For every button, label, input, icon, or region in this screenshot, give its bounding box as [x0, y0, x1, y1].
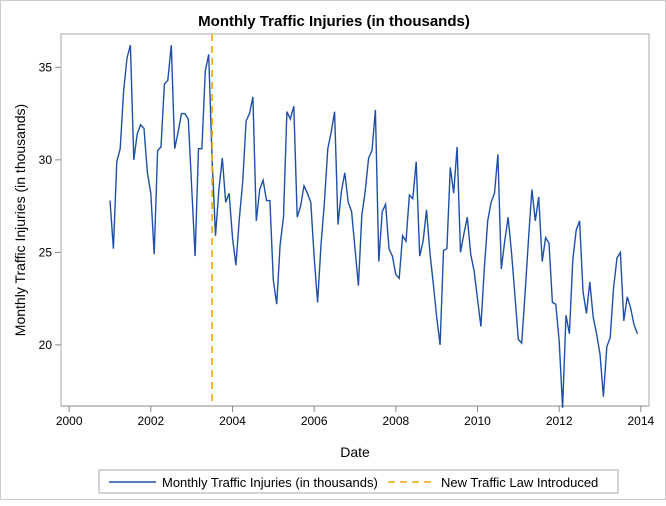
plot-frame — [60, 33, 650, 407]
x-axis-label: Date — [340, 444, 370, 460]
x-tick-label: 2012 — [546, 414, 573, 428]
x-axis: 2000 2002 2004 2006 2008 2010 2012 2014 — [56, 405, 655, 428]
y-tick-label: 35 — [39, 60, 53, 74]
chart-title: Monthly Traffic Injuries (in thousands) — [198, 13, 470, 30]
legend: Monthly Traffic Injuries (in thousands) … — [98, 469, 619, 494]
x-tick-label: 2004 — [219, 414, 246, 428]
x-tick-label: 2010 — [464, 414, 491, 428]
x-tick-label: 2014 — [627, 414, 654, 428]
series-line — [109, 44, 639, 408]
legend-label-law: New Traffic Law Introduced — [441, 475, 598, 490]
y-tick-label: 25 — [39, 245, 53, 259]
y-axis: 20 25 30 35 — [39, 60, 61, 352]
x-tick-label: 2002 — [137, 414, 164, 428]
y-axis-label: Monthly Traffic Injuries (in thousands) — [12, 104, 28, 336]
y-tick-label: 30 — [39, 153, 53, 167]
legend-label-series: Monthly Traffic Injuries (in thousands) — [162, 475, 378, 490]
y-tick-label: 20 — [39, 338, 53, 352]
x-tick-label: 2008 — [382, 414, 409, 428]
x-tick-label: 2000 — [56, 414, 83, 428]
x-tick-label: 2006 — [301, 414, 328, 428]
